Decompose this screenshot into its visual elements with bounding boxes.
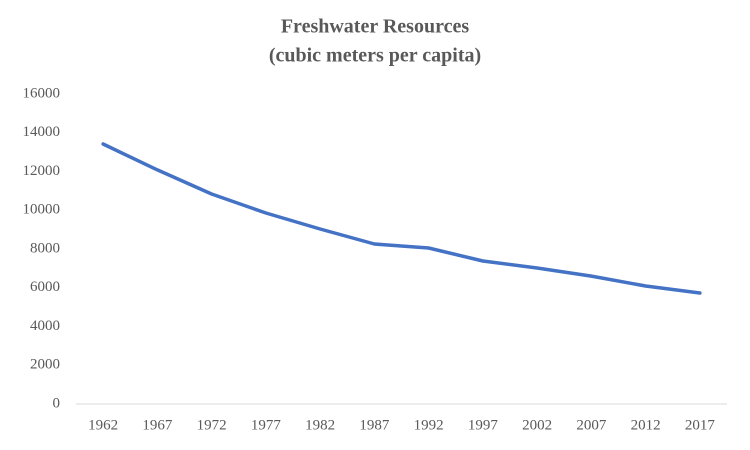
chart-subtitle: (cubic meters per capita) — [269, 45, 481, 67]
x-tick-label: 1992 — [414, 417, 444, 433]
y-tick-label: 6000 — [30, 279, 60, 295]
x-tick-label: 2012 — [631, 417, 661, 433]
y-tick-label: 4000 — [30, 318, 60, 334]
y-tick-label: 0 — [53, 395, 61, 411]
chart-title: Freshwater Resources — [281, 16, 470, 38]
y-tick-label: 14000 — [23, 124, 61, 140]
x-tick-label: 1997 — [468, 417, 499, 433]
x-tick-label: 2002 — [522, 417, 552, 433]
x-tick-label: 1972 — [197, 417, 227, 433]
x-tick-label: 1982 — [305, 417, 335, 433]
y-tick-label: 2000 — [30, 357, 60, 373]
y-tick-label: 16000 — [23, 85, 61, 101]
x-tick-label: 1967 — [142, 417, 173, 433]
x-tick-label: 2007 — [576, 417, 607, 433]
y-tick-label: 8000 — [30, 240, 60, 256]
y-tick-label: 10000 — [23, 202, 61, 218]
x-tick-label: 1962 — [88, 417, 118, 433]
line-series — [101, 142, 702, 295]
x-tick-label: 1987 — [359, 417, 390, 433]
x-tick-label: 2017 — [685, 417, 716, 433]
y-tick-label: 12000 — [23, 163, 61, 179]
x-tick-label: 1977 — [251, 417, 282, 433]
